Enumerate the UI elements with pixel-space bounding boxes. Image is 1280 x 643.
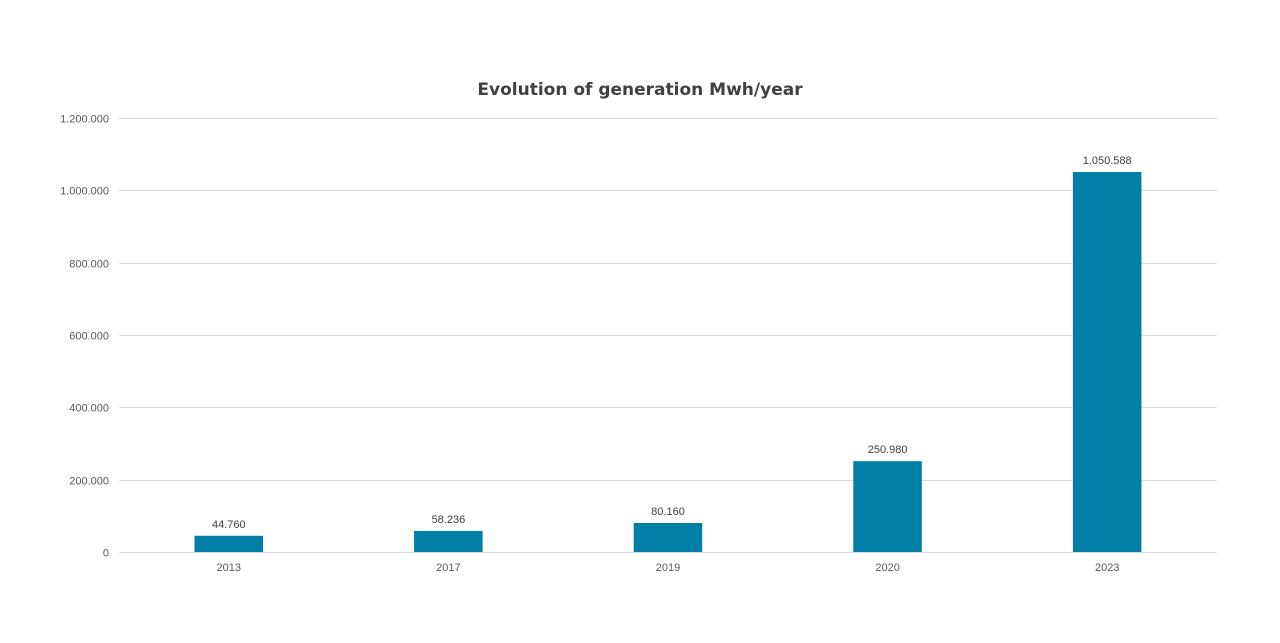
bar xyxy=(414,530,483,552)
y-tick-label: 0 xyxy=(103,548,109,560)
x-tick-label: 2017 xyxy=(436,562,460,574)
y-tick-label: 600.000 xyxy=(69,331,109,343)
data-label: 58.236 xyxy=(432,514,466,526)
x-tick-label: 2023 xyxy=(1095,562,1119,574)
data-label: 1.050.588 xyxy=(1083,155,1132,167)
bar xyxy=(633,523,703,552)
y-tick-label: 200.000 xyxy=(69,476,109,488)
x-tick-label: 2020 xyxy=(875,562,899,574)
data-label: 80.160 xyxy=(651,506,685,518)
x-tick-label: 2013 xyxy=(217,562,241,574)
bar xyxy=(1072,172,1142,552)
y-tick-label: 1.200.000 xyxy=(60,114,109,126)
y-tick-label: 1.000.000 xyxy=(60,186,109,198)
bar xyxy=(853,461,922,552)
y-tick-label: 800.000 xyxy=(69,259,109,271)
y-tick-label: 400.000 xyxy=(69,403,109,415)
data-label: 250.980 xyxy=(868,444,908,456)
bar xyxy=(194,535,263,552)
x-tick-label: 2019 xyxy=(656,562,680,574)
chart-title: Evolution of generation Mwh/year xyxy=(477,80,803,100)
data-label: 44.760 xyxy=(212,519,246,531)
